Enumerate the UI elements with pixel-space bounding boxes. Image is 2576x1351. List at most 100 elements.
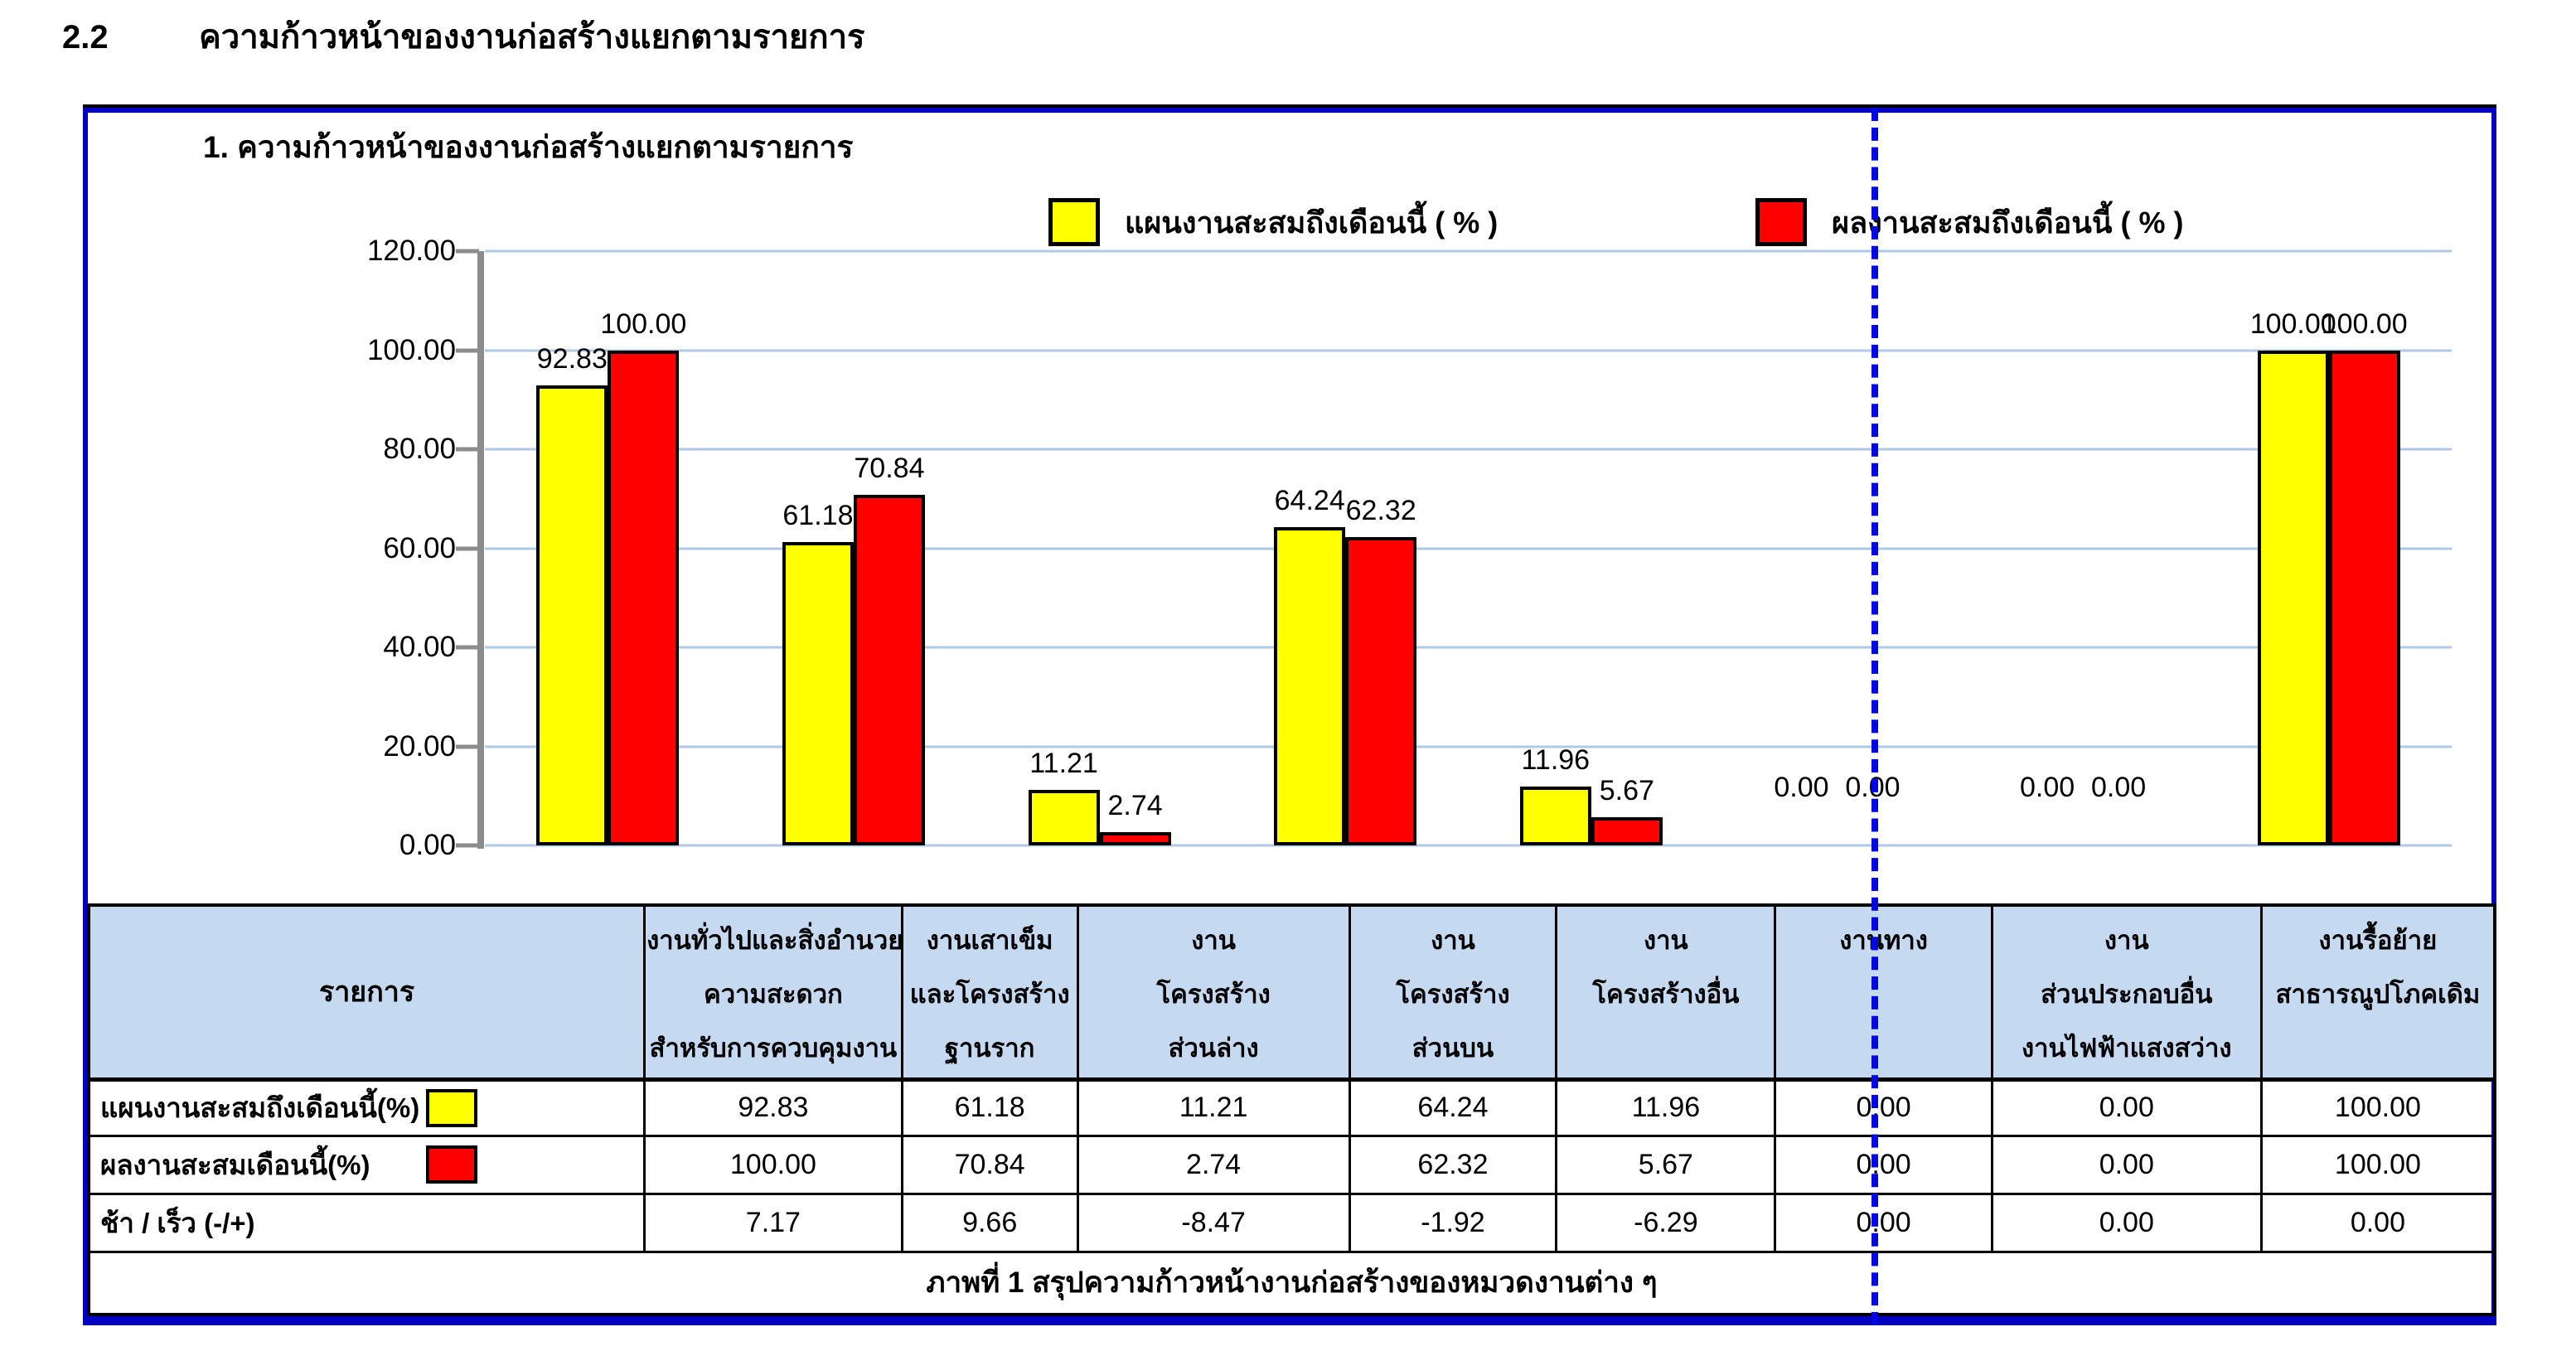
bar-value-label: 0.00 xyxy=(1774,772,1829,803)
table-cell: 2.74 xyxy=(1076,1134,1351,1195)
y-tick-mark xyxy=(456,348,479,352)
y-tick-label: 120.00 xyxy=(366,235,456,267)
table-cell: 0.00 xyxy=(1774,1077,1993,1137)
table-cell: -8.47 xyxy=(1076,1192,1351,1253)
table-row-label-text: ช้า / เร็ว (-/+) xyxy=(100,1207,255,1238)
legend-label-plan: แผนงานสะสมถึงเดือนนี้ ( % ) xyxy=(1125,205,1499,240)
table-header-line: งานรื้อย้าย xyxy=(2318,926,2438,955)
bar-value-label: 0.00 xyxy=(2090,772,2147,803)
row-swatch-plan-icon xyxy=(426,1088,477,1127)
y-tick-label: 80.00 xyxy=(383,433,456,465)
bar-plan xyxy=(2257,350,2329,845)
table-cell: 7.17 xyxy=(643,1192,903,1253)
y-tick-label: 100.00 xyxy=(366,333,456,366)
bar-value-label: 100.00 xyxy=(2321,307,2408,340)
table-cell: 100.00 xyxy=(643,1134,903,1195)
table-header-cell: งานรื้อย้ายสาธารณูปโภคเดิม xyxy=(2259,903,2496,1082)
table-caption-row: ภาพที่ 1 สรุปความก้าวหน้างานก่อสร้างของห… xyxy=(87,1250,2496,1316)
table-row-label: ช้า / เร็ว (-/+) xyxy=(87,1192,646,1253)
y-axis-line xyxy=(477,251,484,849)
table-header-line: งาน xyxy=(1431,926,1475,955)
table-cell: 11.21 xyxy=(1076,1077,1351,1137)
bar-actual xyxy=(2328,350,2400,845)
table-row: ช้า / เร็ว (-/+) 7.17 9.66 -8.47 -1.92 -6.29 0… xyxy=(87,1192,2496,1253)
table-row-label: ผลงานสะสมเดือนนี้(%) xyxy=(87,1134,646,1195)
table-header-line: ส่วนประกอบอื่น xyxy=(2041,980,2213,1009)
table-cell: 5.67 xyxy=(1555,1134,1777,1195)
bar-actual xyxy=(608,350,680,845)
legend-label-actual: ผลงานสะสมถึงเดือนนี้ ( % ) xyxy=(1832,205,2184,240)
bar-value-label: 61.18 xyxy=(782,500,854,532)
y-tick-mark xyxy=(456,249,479,254)
table-header-items: รายการ xyxy=(87,903,646,1082)
table-header-line: โครงสร้างอื่น xyxy=(1592,980,1740,1009)
bar-value-label: 64.24 xyxy=(1274,485,1345,517)
row-swatch-actual-icon xyxy=(426,1145,477,1184)
table-header-line: โครงสร้าง xyxy=(1396,980,1510,1009)
y-tick-label: 40.00 xyxy=(383,631,456,663)
table-cell: 92.83 xyxy=(643,1077,903,1137)
bar-plan xyxy=(1274,527,1346,845)
legend-swatch-actual-icon xyxy=(1755,198,1807,246)
table-header-cell: งานทาง xyxy=(1774,903,1993,1082)
table-row-label: แผนงานสะสมถึงเดือนนี้(%) xyxy=(87,1077,646,1137)
table-cell: 64.24 xyxy=(1348,1077,1558,1137)
gridline xyxy=(485,349,2452,351)
table-cell: 0.00 xyxy=(1774,1192,1993,1253)
table-cell: 100.00 xyxy=(2259,1134,2496,1195)
legend-item-plan: แผนงานสะสมถึงเดือนนี้ ( % ) xyxy=(1048,198,1499,246)
bar-actual xyxy=(1345,536,1417,845)
table-header-line: ส่วนล่าง xyxy=(1168,1034,1259,1063)
table-cell: 100.00 xyxy=(2259,1077,2496,1137)
table-header-line: งานทาง xyxy=(1839,926,1928,955)
frame-top-border xyxy=(83,104,2496,108)
y-axis-ticks xyxy=(456,249,479,848)
table-row: ผลงานสะสมเดือนนี้(%) 100.00 70.84 2.74 62.32… xyxy=(87,1134,2496,1195)
chart-title: 1. ความก้าวหน้าของงานก่อสร้างแยกตามรายกา… xyxy=(203,130,854,164)
table-header-cell: งานโครงสร้างส่วนบน xyxy=(1348,903,1558,1082)
table-header-line: สำหรับการควบคุมงาน xyxy=(649,1034,898,1063)
bar-actual xyxy=(853,494,925,845)
gridline xyxy=(485,745,2452,748)
bar-value-label: 70.84 xyxy=(854,452,925,484)
table-header-line: สาธารณูปโภคเดิม xyxy=(2275,980,2481,1009)
bar-plan xyxy=(1028,790,1100,845)
table-row: แผนงานสะสมถึงเดือนนี้(%) 92.83 61.18 11.21 6… xyxy=(87,1077,2496,1137)
table-cell: 0.00 xyxy=(2259,1192,2496,1253)
y-tick-mark xyxy=(456,645,479,650)
legend-item-actual: ผลงานสะสมถึงเดือนนี้ ( % ) xyxy=(1755,198,2184,246)
table-cell: 0.00 xyxy=(1990,1192,2263,1253)
table-row-label-text: ผลงานสะสมเดือนนี้(%) xyxy=(100,1149,370,1180)
table-header-cell: งานส่วนประกอบอื่นงานไฟฟ้าแสงสว่าง xyxy=(1990,903,2263,1082)
table-header-line: งานไฟฟ้าแสงสว่าง xyxy=(2022,1034,2232,1063)
gridline xyxy=(485,844,2452,847)
y-tick-mark xyxy=(456,843,479,848)
y-axis-labels: 0.00 20.00 40.00 60.00 80.00 100.00 120.00 xyxy=(265,235,456,861)
bar-value-label: 11.21 xyxy=(1029,748,1098,780)
gridline xyxy=(485,448,2452,451)
table-header-cell: งาน โครงสร้างอื่น xyxy=(1555,903,1777,1082)
y-tick-mark xyxy=(456,447,479,452)
table-header-line: งาน xyxy=(1191,926,1236,955)
y-tick-mark xyxy=(456,744,479,748)
table-header-cell: งาน โครงสร้าง ส่วนล่าง xyxy=(1076,903,1351,1082)
y-tick-mark xyxy=(456,546,479,550)
table-header-line: ส่วนบน xyxy=(1411,1034,1494,1063)
gridline xyxy=(485,646,2452,649)
table-cell: 0.00 xyxy=(1774,1134,1993,1195)
section-heading: 2.2 ความก้าวหน้าของงานก่อสร้างแยกตามรายกา… xyxy=(62,10,865,63)
table-cell: 61.18 xyxy=(900,1077,1079,1137)
y-tick-label: 0.00 xyxy=(399,829,456,861)
bar-value-label: 100.00 xyxy=(2249,307,2336,340)
table-cell: 0.00 xyxy=(1990,1077,2263,1137)
section-title: ความก้าวหน้าของงานก่อสร้างแยกตามรายการ xyxy=(199,19,865,56)
table-header-line: งาน xyxy=(2104,926,2149,955)
bar-actual xyxy=(1099,831,1171,845)
table-cell: 9.66 xyxy=(900,1192,1079,1253)
bar-actual xyxy=(1591,817,1663,845)
progress-table: รายการ งานทั่วไปและสิ่งอำนวย ความสะดวก สำหร… xyxy=(87,903,2496,1316)
y-tick-label: 20.00 xyxy=(383,729,456,763)
gridline xyxy=(485,249,2452,253)
bar-value-label: 92.83 xyxy=(536,343,608,375)
